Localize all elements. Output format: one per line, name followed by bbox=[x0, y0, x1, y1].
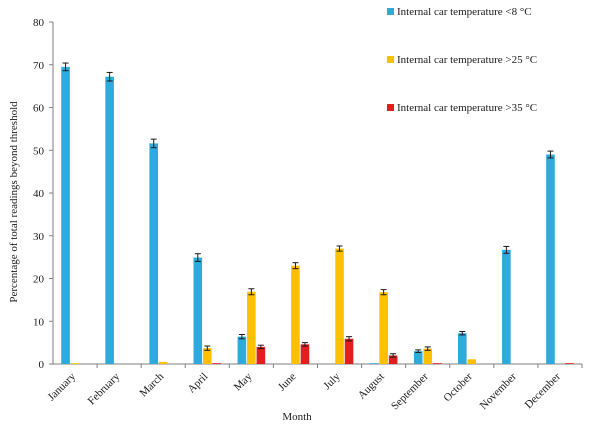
x-tick-label: April bbox=[185, 371, 210, 396]
bar bbox=[70, 363, 80, 364]
bar bbox=[423, 348, 433, 364]
legend-swatch bbox=[387, 104, 394, 111]
bar bbox=[149, 143, 159, 364]
x-tick-label: November bbox=[478, 370, 520, 412]
x-tick-label: June bbox=[276, 371, 299, 394]
y-tick-label: 50 bbox=[33, 145, 45, 157]
legend-swatch bbox=[387, 8, 394, 15]
y-axis-label: Percentage of total readings beyond thre… bbox=[8, 101, 20, 303]
bar bbox=[467, 359, 477, 364]
legend-swatch bbox=[387, 56, 394, 63]
y-tick-label: 60 bbox=[33, 103, 45, 115]
bar bbox=[335, 248, 344, 364]
bar bbox=[61, 66, 70, 364]
y-tick-label: 80 bbox=[33, 17, 45, 29]
x-tick-label: February bbox=[86, 370, 123, 407]
x-tick-label: January bbox=[45, 370, 78, 403]
bar bbox=[193, 257, 203, 364]
bar bbox=[237, 336, 247, 364]
y-tick-label: 30 bbox=[33, 231, 45, 243]
bar bbox=[379, 292, 388, 364]
bar bbox=[247, 291, 256, 364]
x-tick-label: August bbox=[356, 371, 387, 402]
x-axis-label: Month bbox=[282, 411, 312, 423]
x-tick-label: May bbox=[232, 370, 255, 393]
bar bbox=[457, 333, 467, 364]
y-tick-label: 10 bbox=[33, 316, 45, 328]
y-tick-label: 0 bbox=[39, 359, 45, 371]
x-tick-label: July bbox=[321, 370, 343, 392]
bar bbox=[256, 346, 266, 364]
legend-label: Internal car temperature >25 °C bbox=[397, 54, 537, 66]
bar bbox=[202, 348, 212, 364]
bar bbox=[212, 363, 222, 364]
x-tick-label: March bbox=[138, 370, 167, 399]
bar bbox=[344, 338, 354, 364]
y-tick-label: 70 bbox=[33, 60, 45, 72]
bar bbox=[300, 344, 310, 364]
bar bbox=[502, 249, 511, 364]
bar bbox=[105, 76, 114, 364]
bar bbox=[158, 361, 168, 364]
y-tick-label: 40 bbox=[33, 188, 45, 200]
x-tick-label: September bbox=[389, 370, 431, 412]
y-tick-label: 20 bbox=[33, 274, 45, 286]
bar bbox=[291, 265, 300, 364]
bar bbox=[432, 363, 442, 364]
bar bbox=[413, 351, 423, 364]
bar bbox=[369, 363, 379, 364]
legend-label: Internal car temperature >35 °C bbox=[397, 102, 537, 114]
bar bbox=[388, 355, 398, 364]
x-tick-label: October bbox=[441, 370, 475, 404]
bar bbox=[565, 363, 574, 364]
x-tick-label: December bbox=[523, 370, 564, 411]
bar bbox=[546, 154, 555, 364]
legend-label: Internal car temperature <8 °C bbox=[397, 6, 532, 18]
